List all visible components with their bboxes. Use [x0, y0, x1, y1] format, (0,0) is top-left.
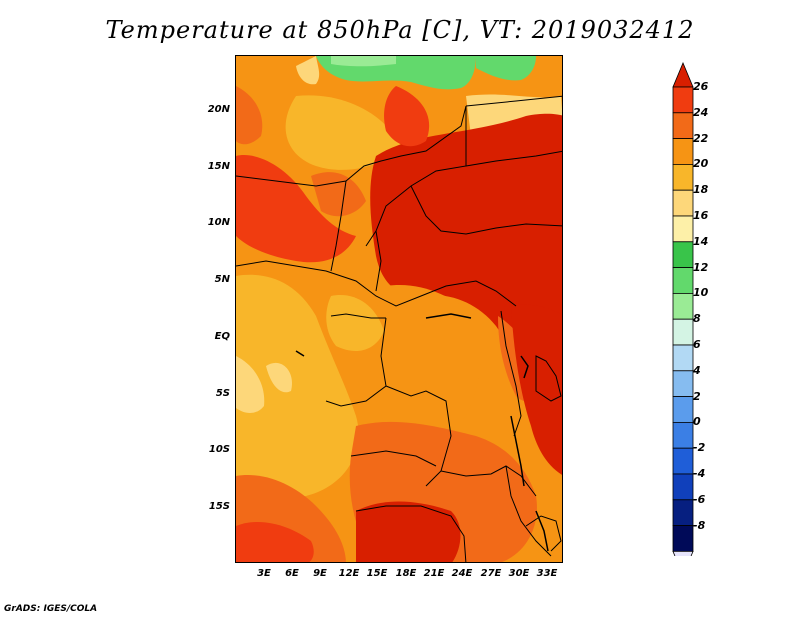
field-congo-orange — [369, 285, 482, 435]
field-tibesti-warm — [384, 86, 430, 147]
field-angola-hot — [356, 501, 461, 562]
field-nw-warm — [236, 86, 263, 145]
colorbar-label: -6 — [693, 492, 706, 506]
colorbar-swatch — [672, 189, 694, 217]
colorbar-swatch — [672, 396, 694, 423]
field-cool-north-light — [331, 56, 396, 67]
colorbar-swatch — [672, 370, 694, 397]
colorbar-swatch — [672, 62, 694, 88]
lakes — [295, 313, 549, 552]
colorbar-label: 2 — [693, 389, 701, 403]
colorbar-swatch — [672, 215, 694, 243]
lon-tick-18e: 18E — [395, 568, 417, 579]
field-cool-northeast — [476, 56, 536, 81]
lat-tick-15s: 15S — [208, 501, 230, 512]
colorbar — [672, 62, 694, 556]
colorbar-label: 6 — [693, 338, 701, 351]
colorbar-label: 8 — [693, 312, 701, 326]
field-light-patch-2 — [266, 362, 292, 393]
lon-tick-3e: 3E — [257, 568, 271, 579]
colorbar-label: 16 — [693, 209, 709, 222]
colorbar-label: 10 — [693, 286, 709, 300]
colorbar-swatch — [672, 421, 694, 449]
colorbar-swatch — [672, 550, 694, 556]
colorbar-swatch — [672, 292, 694, 320]
field-north-light — [296, 56, 320, 85]
colorbar-swatch — [672, 164, 694, 191]
colorbar-swatch — [672, 112, 694, 139]
lat-tick-15n: 15N — [207, 161, 230, 172]
colorbar-swatch — [672, 499, 694, 526]
colorbar-label: -2 — [693, 441, 706, 455]
lon-tick-15e: 15E — [366, 568, 388, 579]
lon-tick-30e: 30E — [508, 568, 530, 579]
field-light-patch — [236, 356, 265, 413]
lat-tick-10n: 10N — [207, 217, 230, 228]
field-niger-warm — [311, 172, 366, 217]
lon-tick-21e: 21E — [423, 568, 445, 579]
lon-tick-6e: 6E — [285, 568, 299, 579]
colorbar-swatch — [672, 86, 694, 114]
lat-tick-20n: 20N — [207, 104, 230, 115]
lon-tick-24e: 24E — [451, 568, 473, 579]
field-westafrica-hot — [236, 155, 356, 263]
colorbar-swatch — [672, 138, 694, 165]
lon-tick-9e: 9E — [313, 568, 327, 579]
lat-tick-10s: 10S — [208, 444, 230, 455]
colorbar-label: 22 — [693, 131, 709, 145]
lon-tick-27e: 27E — [480, 568, 502, 579]
colorbar-swatch — [672, 525, 694, 552]
chart-title: Temperature at 850hPa [C], VT: 201903241… — [105, 16, 695, 44]
colorbar-label: 18 — [693, 183, 709, 197]
colorbar-swatch — [672, 318, 694, 346]
field-sahel-light — [285, 95, 401, 170]
lat-tick-5s: 5S — [215, 388, 230, 399]
colorbar-label: 26 — [693, 80, 709, 93]
field-sw-hot — [236, 521, 314, 562]
colorbar-label: 20 — [693, 157, 709, 171]
colorbar-swatch — [672, 241, 694, 269]
map-panel — [235, 55, 563, 563]
lat-tick-5n: 5N — [214, 274, 230, 285]
country-borders — [236, 95, 562, 562]
colorbar-swatch — [672, 344, 694, 372]
lon-tick-33e: 33E — [536, 568, 558, 579]
colorbar-label: 4 — [693, 363, 701, 377]
colorbar-swatch — [672, 267, 694, 294]
field-cool-atlantic — [236, 274, 359, 497]
colorbar-swatch — [672, 447, 694, 475]
temperature-map — [236, 56, 562, 562]
colorbar-label: 24 — [693, 105, 709, 119]
colorbar-swatch — [672, 473, 694, 501]
lat-tick-eq: EQ — [214, 331, 230, 342]
field-gabon-light — [326, 295, 384, 351]
colorbar-label: 12 — [693, 260, 709, 274]
colorbar-label: -4 — [693, 467, 706, 480]
credit-text: GrADS: IGES/COLA — [4, 604, 98, 614]
colorbar-label: 14 — [693, 234, 709, 248]
lon-tick-12e: 12E — [338, 568, 360, 579]
colorbar-label: 0 — [693, 415, 701, 429]
colorbar-label: -8 — [693, 518, 706, 532]
